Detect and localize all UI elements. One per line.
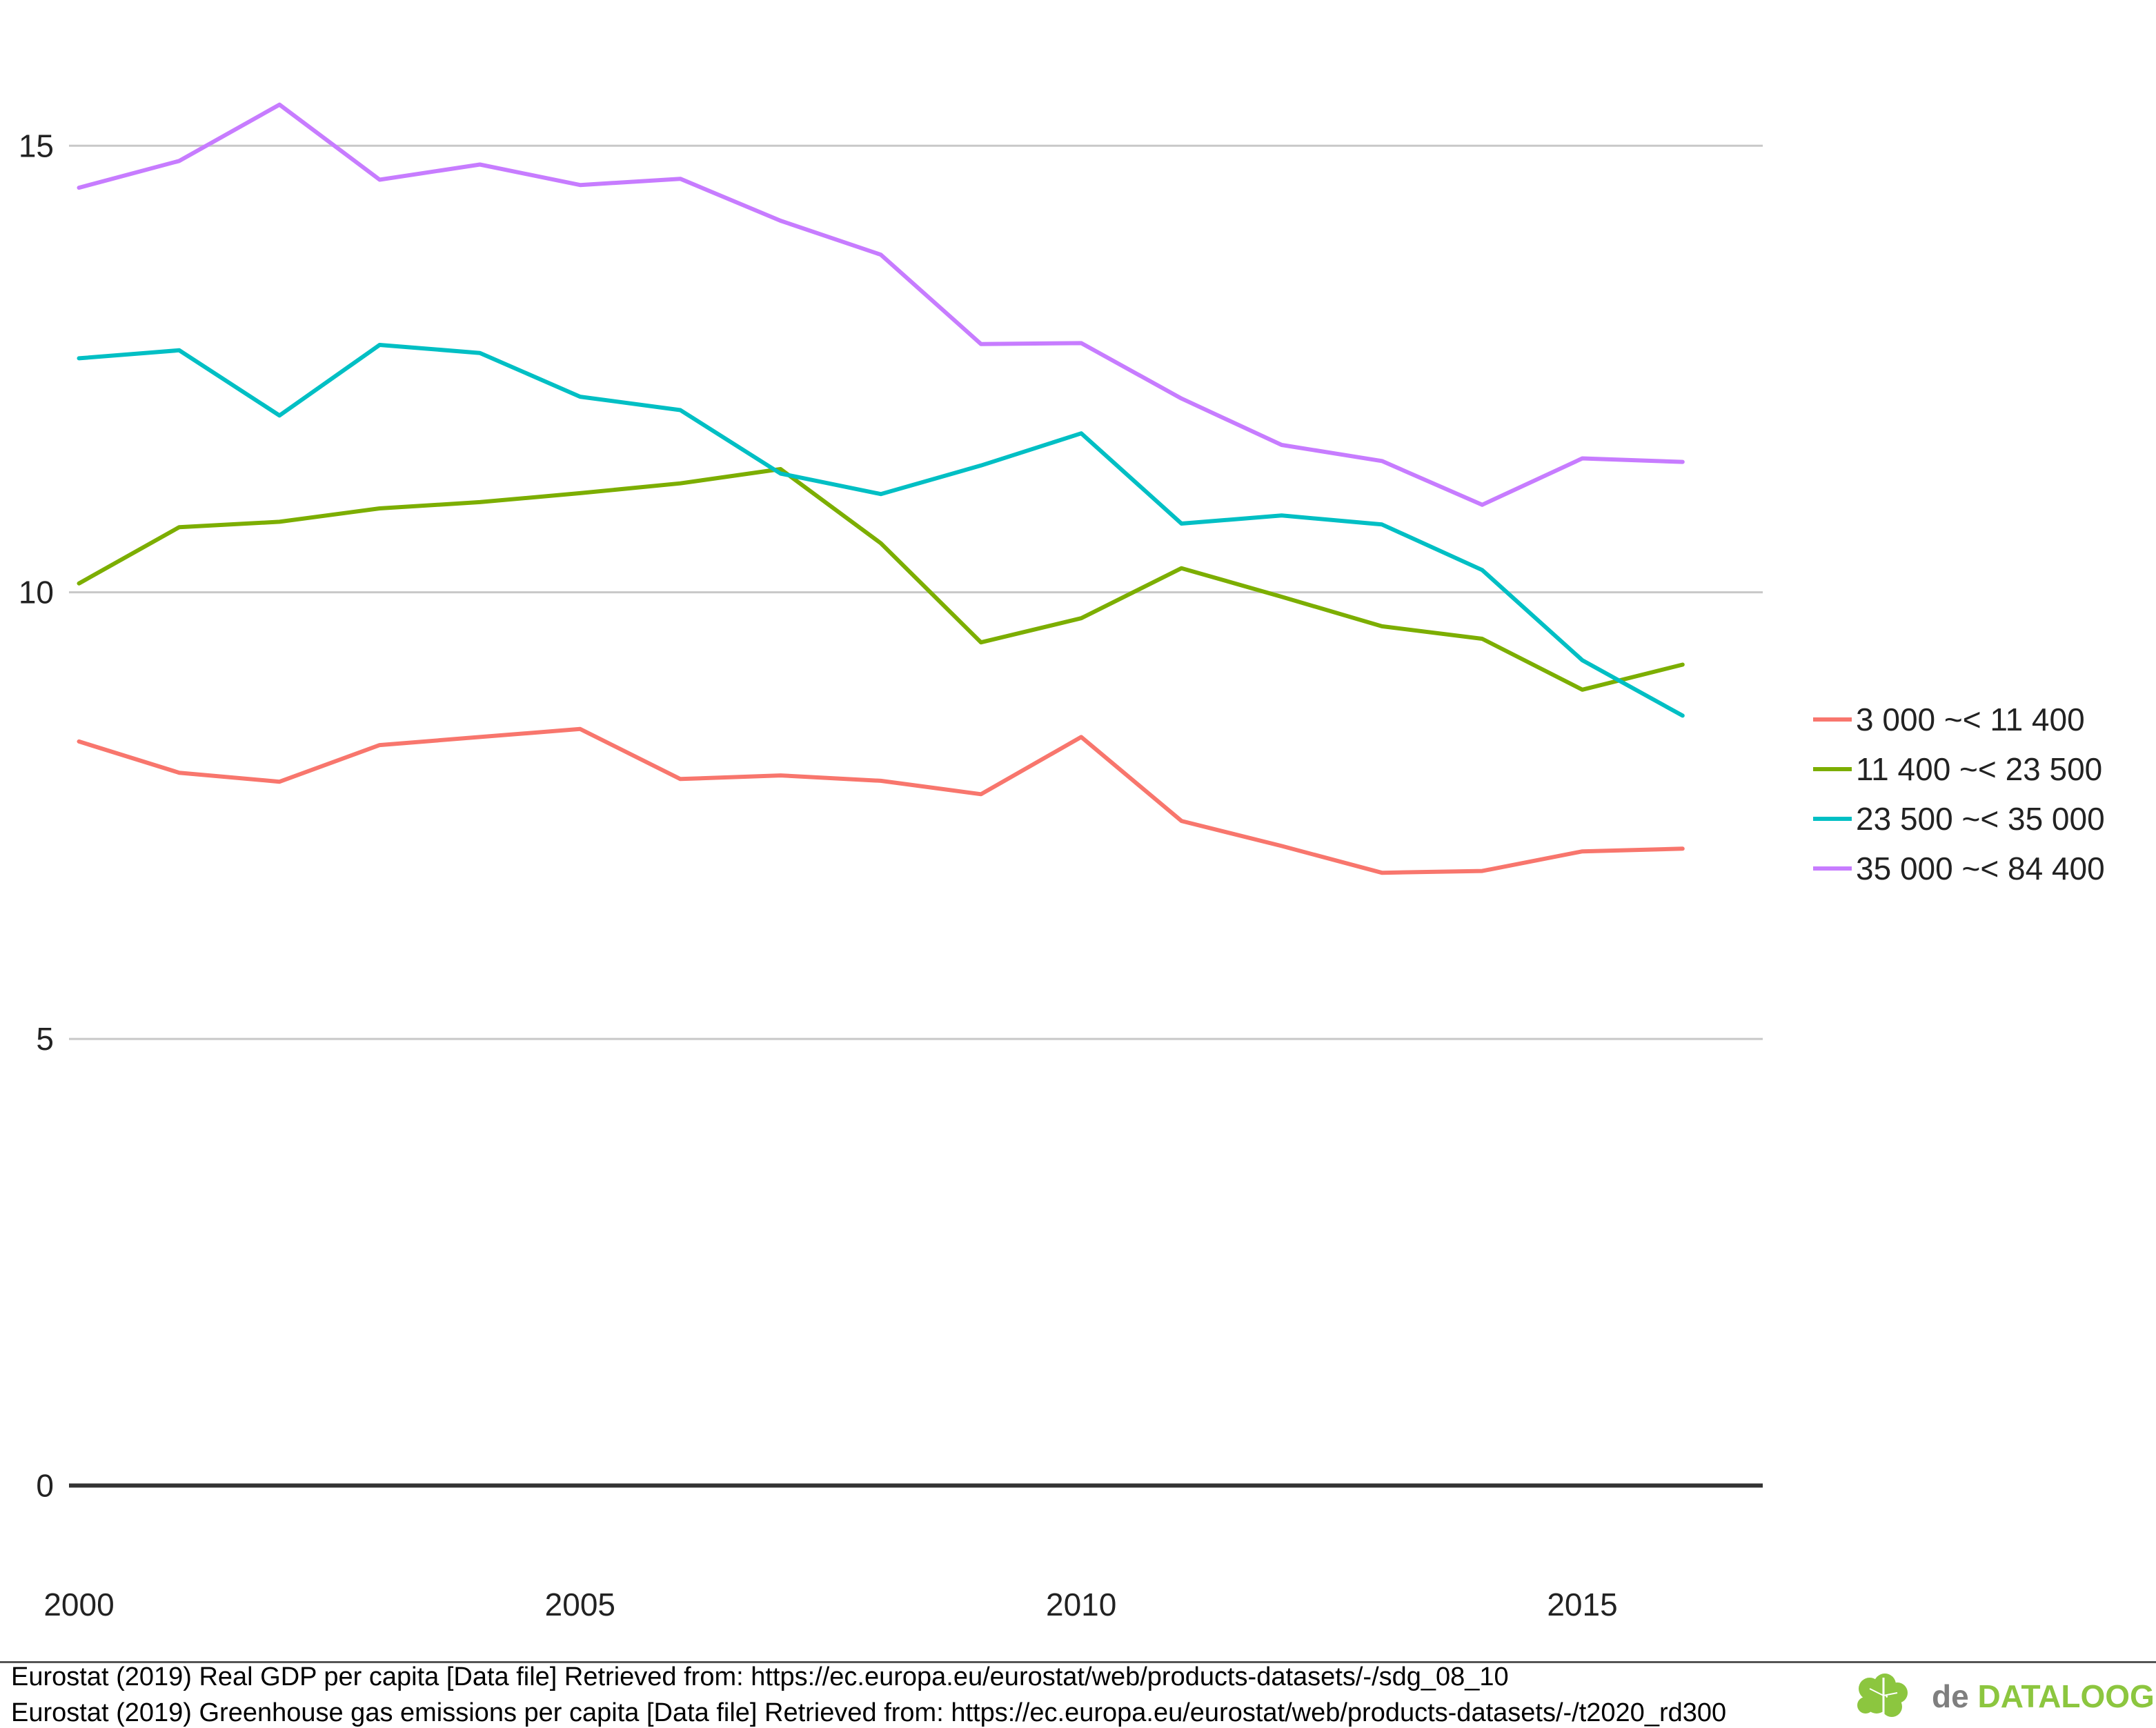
y-tick-label: 0 [36,1467,54,1503]
footer-divider [0,1661,2156,1663]
y-tick-label: 5 [36,1021,54,1057]
x-tick-label: 2005 [545,1587,615,1622]
legend-label-2: 11 400 ~< 23 500 [1856,751,2102,787]
series-line-2 [77,467,1685,692]
y-tick-label: 10 [19,575,54,610]
source-citation-gdp: Eurostat (2019) Real GDP per capita [Dat… [11,1662,1509,1691]
series-lines [77,102,1685,875]
brain-icon [1857,1674,1908,1722]
dataloog-logo: de DATALOOG [1849,1668,2156,1725]
x-tick-label: 2000 [43,1587,114,1622]
x-tick-label: 2010 [1046,1587,1116,1622]
legend-label-3: 23 500 ~< 35 000 [1856,801,2105,837]
logo-wordmark: de DATALOOG [1932,1678,2155,1715]
x-tick-label: 2015 [1547,1587,1617,1622]
series-line-3 [77,343,1685,718]
legend-label-4: 35 000 ~< 84 400 [1856,851,2105,886]
logo-brand: DATALOOG [1977,1678,2155,1714]
source-citation-emissions: Eurostat (2019) Greenhouse gas emissions… [11,1698,1727,1727]
series-line-4 [77,102,1685,507]
logo-prefix: de [1932,1678,1978,1714]
gridlines [69,144,1763,1040]
x-axis-ticks: 2000 2005 2010 2015 [43,1587,1617,1622]
y-axis-ticks: 0 5 10 15 [19,128,54,1503]
legend-label-1: 3 000 ~< 11 400 [1856,702,2085,737]
y-tick-label: 15 [19,128,54,163]
legend: 3 000 ~< 11 400 11 400 ~< 23 500 23 500 ~<… [1813,702,2105,886]
line-chart: 0 5 10 15 2000 2005 2010 2015 3 000 ~< 11 400 1… [19,102,2105,1622]
series-line-1 [77,726,1685,875]
